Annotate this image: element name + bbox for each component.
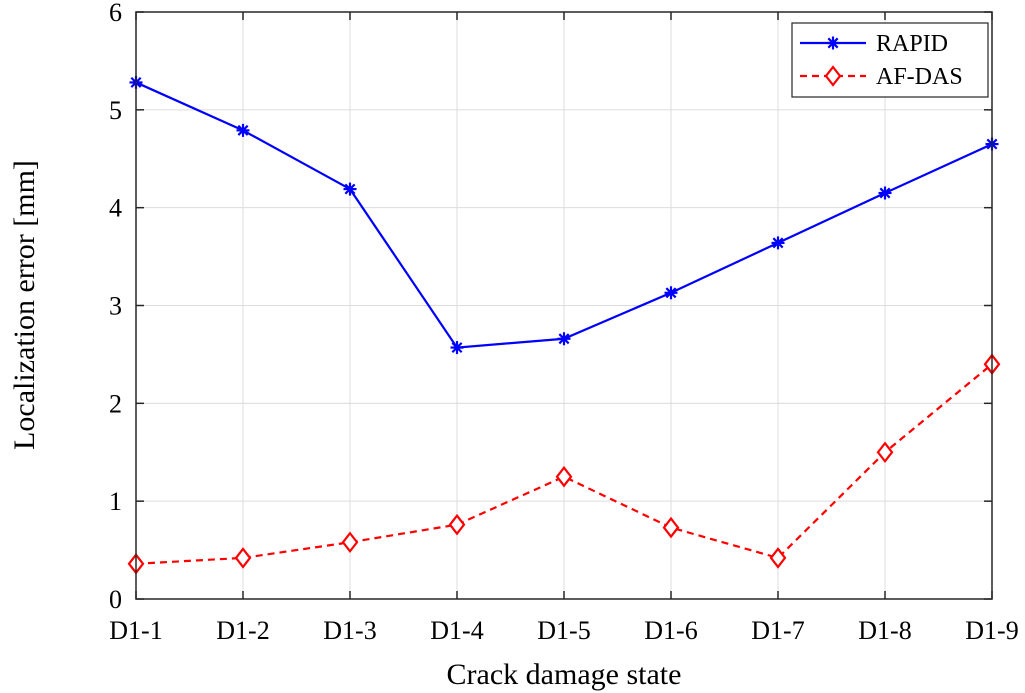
asterisk-stroke — [558, 333, 570, 345]
x-tick-label: D1-6 — [644, 616, 697, 645]
diamond-marker — [341, 531, 359, 554]
legend-marker-afdas — [824, 65, 842, 87]
asterisk-marker — [343, 182, 357, 196]
diamond-marker — [234, 547, 252, 569]
x-tick-label: D1-1 — [109, 616, 162, 645]
asterisk-marker — [664, 286, 678, 300]
grid-lines — [136, 12, 992, 599]
legend-box — [791, 22, 989, 98]
y-tick-label: 4 — [109, 194, 122, 223]
asterisk-stroke — [451, 342, 463, 354]
series-af-das — [127, 353, 1001, 575]
y-axis-title: Localization error [mm] — [8, 160, 41, 450]
diamond-marker — [555, 465, 573, 488]
asterisk-marker — [236, 123, 250, 137]
asterisk-stroke — [665, 287, 677, 299]
legend-label-afdas: AF-DAS — [876, 64, 963, 90]
y-tick-label: 3 — [109, 292, 122, 321]
y-tick-label: 5 — [109, 96, 122, 125]
asterisk-marker — [878, 186, 892, 200]
asterisk-stroke — [879, 187, 891, 199]
asterisk-stroke — [237, 124, 249, 136]
x-tick-label: D1-2 — [216, 616, 269, 645]
x-axis-title: Crack damage state — [447, 658, 682, 691]
asterisk-marker — [450, 341, 464, 355]
x-tick-label: D1-9 — [965, 616, 1018, 645]
diamond-marker — [824, 65, 842, 87]
y-tick-label: 1 — [109, 487, 122, 516]
asterisk-marker — [826, 36, 840, 50]
axis-ticks: D1-1 D1-2 D1-3 D1-4 D1-5 D1-6 D1-7 D1-8 D1-9 0 1 2 3… — [109, 0, 1019, 645]
asterisk-marker — [771, 236, 785, 250]
y-tick-label: 0 — [109, 585, 122, 614]
series-layer — [127, 75, 1001, 575]
asterisk-stroke — [344, 183, 356, 195]
asterisk-stroke — [827, 37, 839, 49]
x-tick-label: D1-3 — [323, 616, 376, 645]
legend-marker-rapid — [826, 36, 840, 50]
asterisk-stroke — [772, 237, 784, 249]
diamond-marker — [769, 547, 787, 569]
x-tick-label: D1-4 — [430, 616, 483, 645]
diamond-marker — [662, 516, 680, 539]
x-tick-label: D1-8 — [858, 616, 911, 645]
legend: RAPID AF-DAS — [791, 22, 989, 98]
y-tick-label: 6 — [109, 0, 122, 27]
legend-label-rapid: RAPID — [876, 31, 948, 57]
x-tick-label: D1-7 — [751, 616, 804, 645]
asterisk-marker — [557, 332, 571, 346]
series-line — [135, 363, 993, 565]
diamond-marker — [876, 441, 894, 464]
diamond-marker — [448, 513, 466, 536]
y-tick-label: 2 — [109, 389, 122, 418]
x-tick-label: D1-5 — [537, 616, 590, 645]
